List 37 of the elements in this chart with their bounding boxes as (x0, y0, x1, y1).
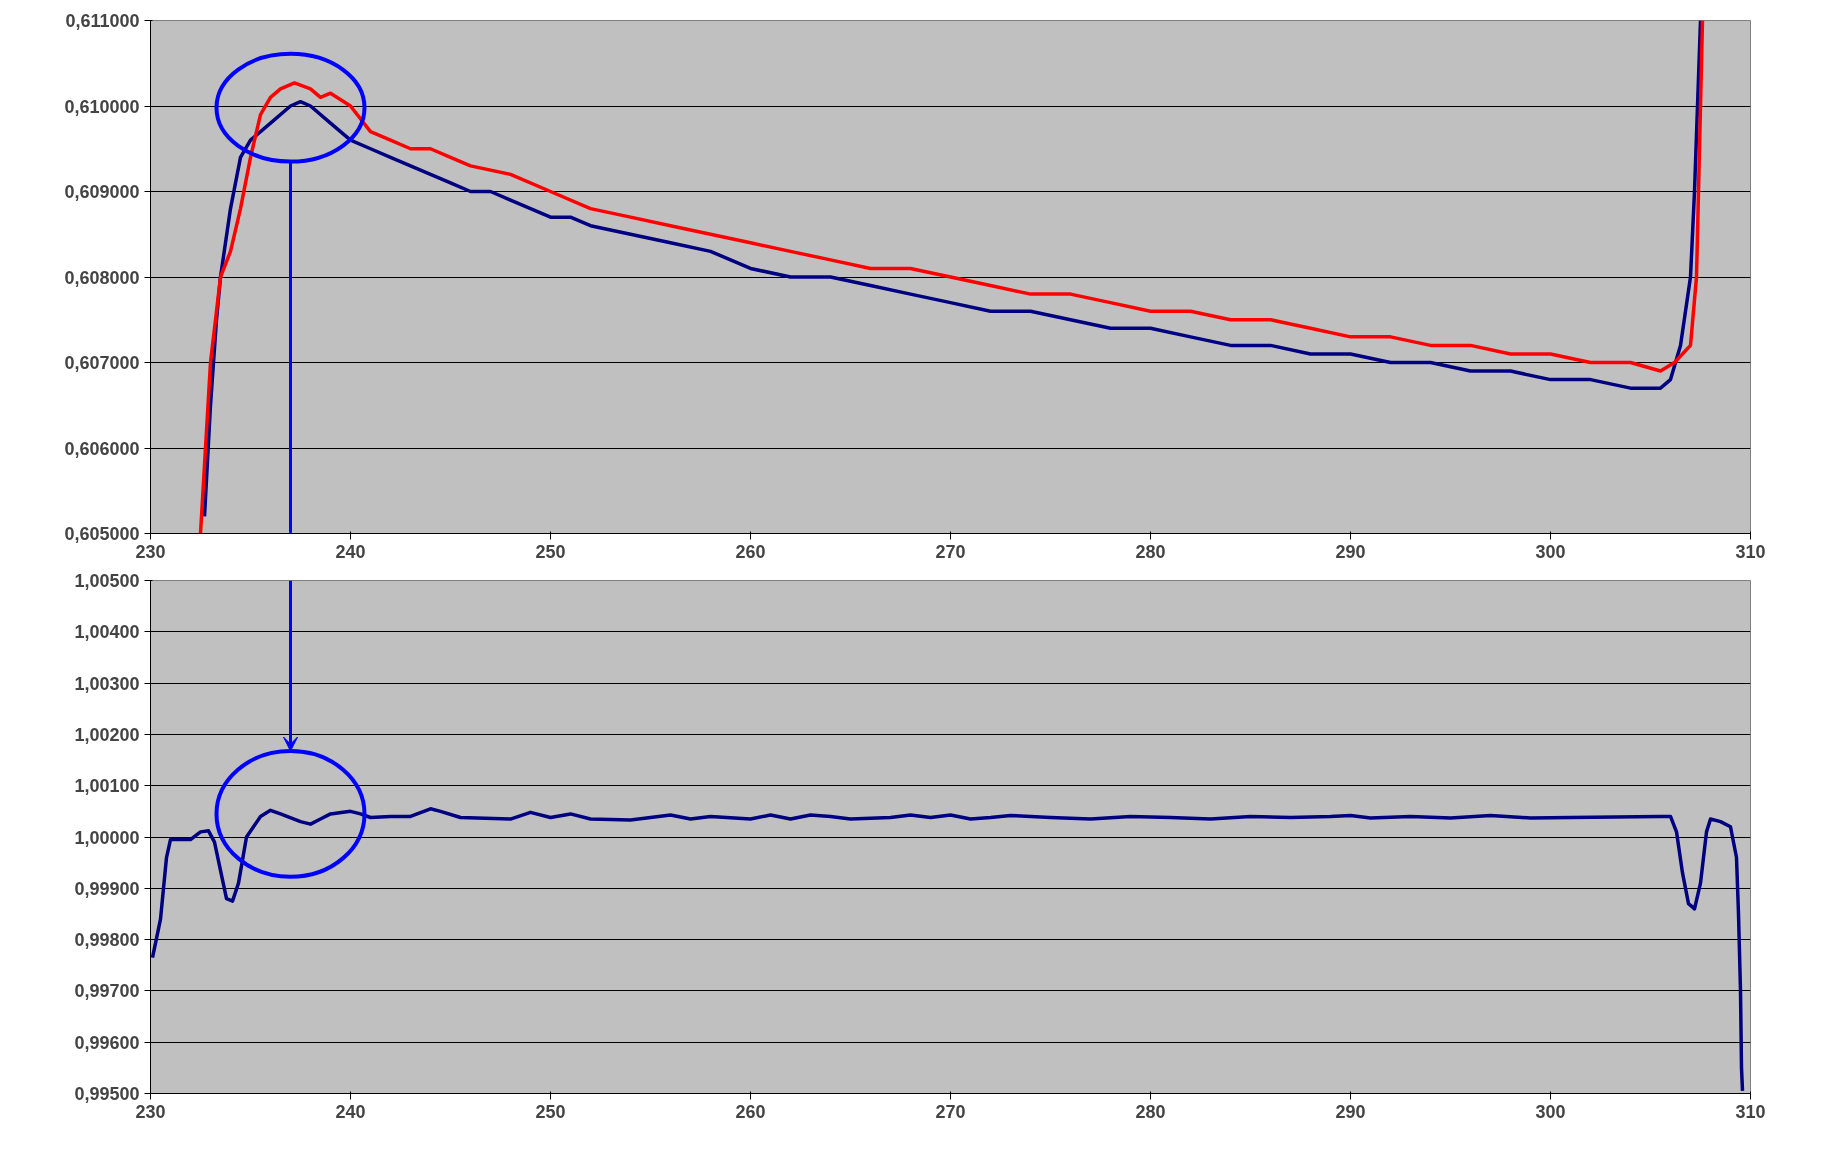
x-tick-label: 250 (535, 1101, 566, 1122)
x-tick-label: 280 (1135, 1101, 1166, 1122)
x-tick-label: 240 (335, 1101, 366, 1122)
y-tick-label: 0,609000 (64, 182, 140, 202)
x-tick-label: 260 (735, 541, 766, 562)
x-tick-label: 230 (135, 1101, 166, 1122)
y-tick-label: 1,00500 (74, 571, 140, 591)
y-tick-label: 0,610000 (64, 96, 140, 117)
y-tick-label: 1,00100 (74, 776, 140, 797)
y-tick-label: 0,611000 (65, 11, 140, 31)
x-tick-label: 300 (1535, 541, 1566, 562)
x-tick-label: 230 (135, 541, 166, 562)
x-tick-label: 270 (935, 1101, 966, 1122)
line-series (150, 807, 1745, 1093)
x-tick-label: 290 (1335, 541, 1366, 562)
y-tick-label: 0,605000 (64, 524, 140, 544)
y-tick-label: 0,99800 (74, 930, 140, 951)
x-tick-label: 290 (1335, 1101, 1366, 1122)
y-tick-label: 1,00400 (74, 622, 140, 643)
x-tick-label: 280 (1135, 541, 1166, 562)
y-tick-label: 0,99900 (74, 878, 140, 899)
x-tick-label: 240 (335, 541, 366, 562)
x-tick-label: 270 (935, 541, 966, 562)
y-tick-label: 1,00300 (74, 673, 140, 694)
y-tick-label: 0,99600 (74, 1032, 140, 1053)
x-tick-label: 310 (1735, 541, 1766, 562)
y-tick-label: 0,608000 (64, 267, 140, 288)
x-tick-label: 310 (1735, 1101, 1766, 1122)
x-tick-label: 300 (1535, 1101, 1566, 1122)
y-tick-label: 0,99700 (74, 981, 140, 1002)
y-tick-label: 1,00000 (74, 827, 140, 848)
y-tick-label: 0,606000 (64, 438, 140, 459)
y-tick-label: 0,607000 (64, 353, 140, 373)
x-tick-label: 260 (735, 1101, 766, 1122)
y-tick-label: 0,99500 (74, 1084, 140, 1104)
x-tick-label: 250 (535, 541, 566, 562)
y-tick-label: 1,00200 (74, 724, 140, 745)
